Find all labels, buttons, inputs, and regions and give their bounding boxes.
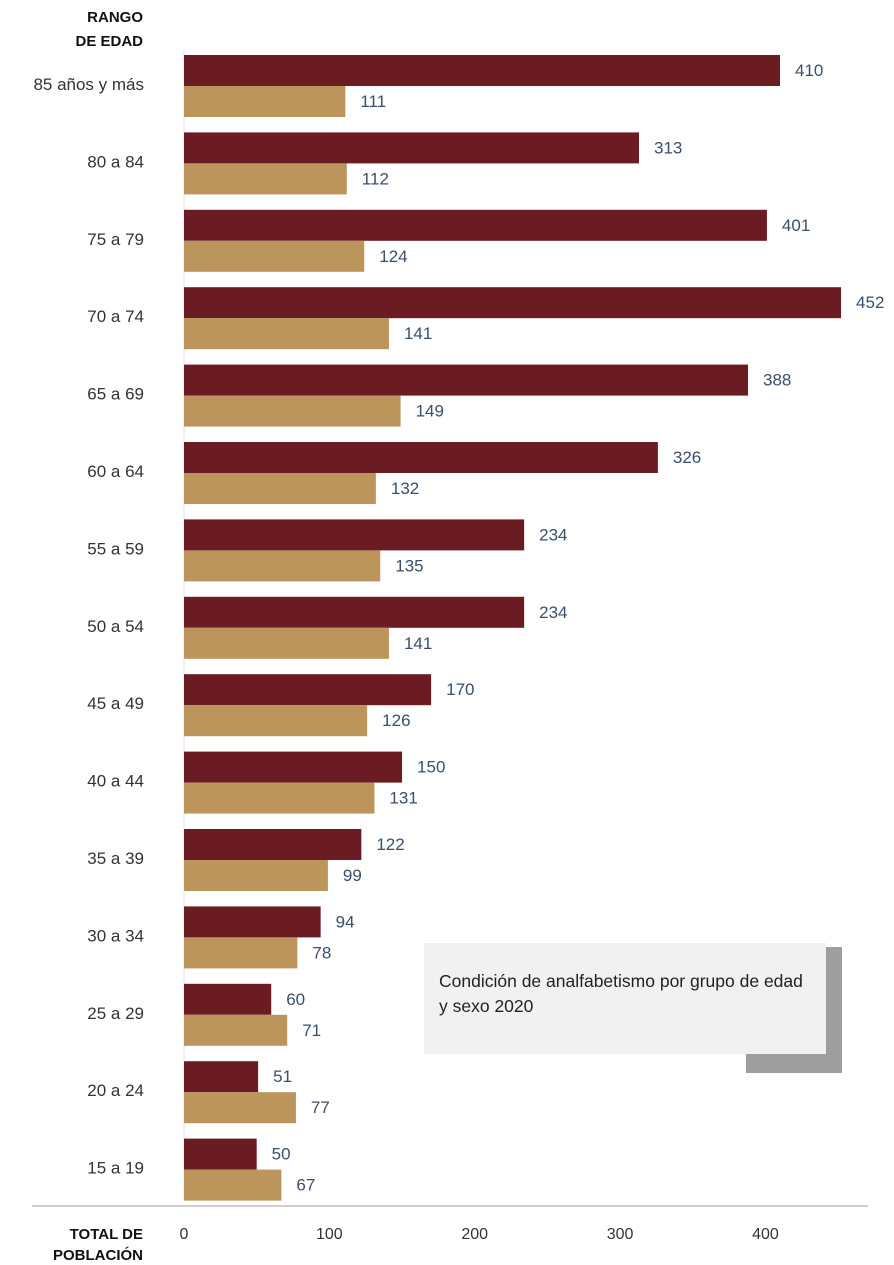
bar-series-2 bbox=[184, 782, 375, 814]
bar-series-1 bbox=[184, 442, 658, 473]
data-label: 67 bbox=[296, 1176, 315, 1195]
data-label: 410 bbox=[795, 61, 823, 80]
category-label: 30 a 34 bbox=[87, 926, 144, 945]
bar-series-2 bbox=[184, 627, 389, 659]
category-label: 15 a 19 bbox=[87, 1159, 144, 1178]
data-label: 135 bbox=[395, 556, 423, 575]
x-tick-label: 100 bbox=[316, 1226, 343, 1243]
x-tick-label: 400 bbox=[752, 1226, 779, 1243]
bar-series-2 bbox=[184, 86, 346, 117]
data-label: 234 bbox=[539, 525, 567, 544]
bar-series-2 bbox=[184, 318, 389, 350]
category-label: 55 a 59 bbox=[87, 539, 144, 558]
bar-series-1 bbox=[184, 906, 321, 938]
bars-layer: 85 años y más 410 111 80 a 84 313 112 75 a 79 4… bbox=[33, 55, 884, 1201]
data-label: 71 bbox=[302, 1021, 321, 1040]
bar-series-2 bbox=[184, 163, 347, 195]
chart-callout: Condición de analfabetismo por grupo de … bbox=[424, 943, 826, 1054]
bar-series-2 bbox=[184, 860, 328, 891]
bar-series-2 bbox=[184, 395, 401, 427]
bar-series-2 bbox=[184, 937, 298, 969]
data-label: 132 bbox=[391, 479, 419, 498]
bar-series-1 bbox=[184, 1061, 259, 1093]
bar-series-1 bbox=[184, 1138, 257, 1170]
data-label: 388 bbox=[763, 371, 791, 390]
data-label: 313 bbox=[654, 138, 682, 157]
data-label: 126 bbox=[382, 711, 410, 730]
data-label: 170 bbox=[446, 680, 474, 699]
category-label: 80 a 84 bbox=[87, 152, 144, 171]
x-tick-label: 300 bbox=[607, 1226, 634, 1243]
data-label: 60 bbox=[286, 990, 305, 1009]
data-label: 124 bbox=[379, 247, 407, 266]
category-label: 25 a 29 bbox=[87, 1004, 144, 1023]
bar-series-2 bbox=[184, 705, 368, 737]
category-label: 35 a 39 bbox=[87, 849, 144, 868]
data-label: 51 bbox=[273, 1067, 292, 1086]
data-label: 326 bbox=[673, 448, 701, 467]
data-label: 150 bbox=[417, 758, 445, 777]
y-axis-title-line1: RANGO bbox=[87, 9, 143, 26]
category-label: 50 a 54 bbox=[87, 617, 144, 636]
category-label: 60 a 64 bbox=[87, 462, 144, 481]
bar-series-1 bbox=[184, 364, 749, 396]
bar-series-1 bbox=[184, 983, 272, 1015]
bar-series-1 bbox=[184, 519, 525, 551]
data-label: 50 bbox=[272, 1145, 291, 1164]
x-tick-label: 0 bbox=[180, 1226, 189, 1243]
data-label: 122 bbox=[376, 835, 404, 854]
bar-series-1 bbox=[184, 596, 525, 628]
bar-series-1 bbox=[184, 751, 403, 783]
category-label: 70 a 74 bbox=[87, 307, 144, 326]
data-label: 99 bbox=[343, 866, 362, 885]
category-label: 20 a 24 bbox=[87, 1081, 144, 1100]
bar-series-2 bbox=[184, 1169, 282, 1201]
data-label: 141 bbox=[404, 324, 432, 343]
callout-text: Condición de analfabetismo por grupo de … bbox=[439, 971, 803, 1016]
bar-series-1 bbox=[184, 287, 842, 319]
data-label: 141 bbox=[404, 634, 432, 653]
category-label: 40 a 44 bbox=[87, 772, 144, 791]
bar-series-1 bbox=[184, 209, 767, 241]
x-axis-title-line2: POBLACIÓN bbox=[53, 1246, 143, 1264]
data-label: 78 bbox=[312, 943, 331, 962]
bar-series-2 bbox=[184, 550, 381, 582]
bar-series-1 bbox=[184, 132, 639, 164]
y-axis-title-line2: DE EDAD bbox=[75, 33, 143, 50]
data-label: 452 bbox=[856, 293, 884, 312]
category-label: 45 a 49 bbox=[87, 694, 144, 713]
data-label: 77 bbox=[311, 1098, 330, 1117]
bar-series-2 bbox=[184, 240, 365, 272]
x-axis-title-line1: TOTAL DE bbox=[70, 1226, 143, 1243]
data-label: 111 bbox=[360, 92, 386, 111]
data-label: 112 bbox=[362, 169, 389, 188]
bar-series-2 bbox=[184, 1014, 288, 1046]
bar-series-1 bbox=[184, 674, 432, 706]
category-label: 75 a 79 bbox=[87, 230, 144, 249]
bar-series-1 bbox=[184, 55, 780, 86]
bar-series-2 bbox=[184, 1092, 296, 1124]
data-label: 401 bbox=[782, 216, 810, 235]
data-label: 234 bbox=[539, 603, 567, 622]
category-label: 65 a 69 bbox=[87, 385, 144, 404]
x-tick-label: 200 bbox=[461, 1226, 488, 1243]
data-label: 94 bbox=[336, 912, 355, 931]
data-label: 149 bbox=[416, 402, 444, 421]
x-axis-ticks: 0 100 200 300 400 bbox=[180, 1226, 779, 1243]
data-label: 131 bbox=[389, 789, 417, 808]
category-label: 85 años y más bbox=[33, 75, 144, 94]
bar-series-1 bbox=[184, 829, 362, 860]
bar-series-2 bbox=[184, 473, 376, 504]
